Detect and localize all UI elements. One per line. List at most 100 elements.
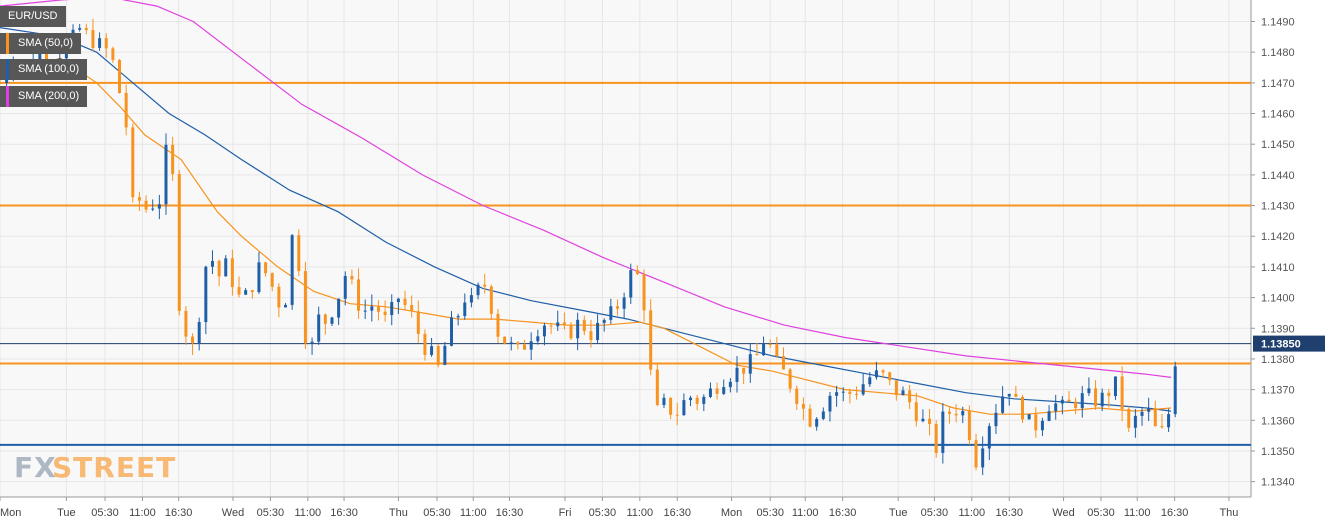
x-tick-label: Thu bbox=[1219, 507, 1238, 519]
candle-body bbox=[981, 448, 985, 468]
y-tick-label: 1.1380 bbox=[1261, 354, 1295, 366]
candle-body bbox=[596, 322, 600, 341]
candle-body bbox=[742, 367, 746, 374]
x-tick-label: 16:30 bbox=[1161, 507, 1189, 519]
candle-body bbox=[423, 333, 427, 355]
candle-body bbox=[821, 411, 825, 419]
candle-body bbox=[303, 271, 307, 344]
candle-body bbox=[144, 200, 148, 210]
candle-body bbox=[449, 317, 453, 346]
candle-body bbox=[715, 388, 719, 394]
x-tick-label: 11:00 bbox=[460, 507, 487, 519]
candle-body bbox=[1021, 396, 1025, 420]
candle-body bbox=[642, 274, 646, 311]
candle-body bbox=[795, 388, 799, 404]
candle-body bbox=[111, 48, 115, 61]
candle-body bbox=[708, 388, 712, 397]
x-tick-label: 05:30 bbox=[921, 507, 949, 519]
y-tick-label: 1.1340 bbox=[1261, 477, 1295, 489]
candle-body bbox=[310, 341, 314, 344]
candle-body bbox=[337, 298, 341, 318]
candle-body bbox=[456, 316, 460, 318]
candle-body bbox=[1107, 392, 1111, 397]
candle-body bbox=[137, 197, 141, 201]
candle-body bbox=[602, 319, 606, 323]
candle-body bbox=[941, 411, 945, 453]
y-tick-label: 1.1350 bbox=[1261, 446, 1295, 458]
x-tick-label: 05:30 bbox=[257, 507, 285, 519]
x-tick-label: 11:00 bbox=[626, 507, 653, 519]
candle-body bbox=[124, 92, 128, 128]
candle-body bbox=[224, 258, 228, 277]
candle-body bbox=[277, 286, 281, 308]
x-tick-label: 11:00 bbox=[958, 507, 985, 519]
candle-body bbox=[284, 304, 288, 308]
y-tick-label: 1.1440 bbox=[1261, 170, 1295, 182]
candle-body bbox=[1127, 408, 1131, 428]
candle-body bbox=[257, 262, 261, 293]
x-tick-label: 11:00 bbox=[129, 507, 156, 519]
candle-body bbox=[164, 144, 168, 205]
candle-body bbox=[396, 298, 400, 303]
candle-body bbox=[748, 354, 752, 374]
candle-body bbox=[874, 370, 878, 378]
candle-body bbox=[496, 313, 500, 337]
candle-body bbox=[569, 324, 573, 339]
candle-body bbox=[808, 408, 812, 427]
candle-body bbox=[556, 322, 560, 327]
candle-body bbox=[622, 297, 626, 309]
candle-body bbox=[430, 346, 434, 355]
candle-body bbox=[184, 310, 188, 337]
sma100-line bbox=[0, 27, 1172, 412]
candle-body bbox=[841, 391, 845, 393]
candle-body bbox=[1027, 414, 1031, 420]
candle-body bbox=[609, 306, 613, 320]
candle-body bbox=[702, 396, 706, 404]
candle-body bbox=[1087, 388, 1091, 394]
candle-body bbox=[270, 273, 274, 287]
candle-body bbox=[828, 395, 832, 412]
candle-body bbox=[914, 402, 918, 422]
candle-body bbox=[728, 381, 732, 388]
candle-body bbox=[357, 279, 361, 311]
candle-body bbox=[815, 418, 819, 427]
candle-body bbox=[762, 344, 766, 356]
candle-body bbox=[788, 369, 792, 389]
x-tick-label: 05:30 bbox=[91, 507, 119, 519]
candle-body bbox=[947, 411, 951, 414]
x-tick-label: 05:30 bbox=[1087, 507, 1115, 519]
candle-body bbox=[848, 391, 852, 394]
candle-body bbox=[1147, 408, 1151, 412]
y-tick-label: 1.1480 bbox=[1261, 47, 1295, 59]
x-tick-label: 11:00 bbox=[1124, 507, 1151, 519]
legend-swatch-sma100 bbox=[6, 59, 9, 80]
candle-body bbox=[934, 423, 938, 453]
candle-body bbox=[330, 317, 334, 324]
candle-body bbox=[0, 82, 2, 84]
candle-body bbox=[1060, 399, 1064, 404]
candle-body bbox=[1007, 393, 1011, 397]
y-tick-label: 1.1450 bbox=[1261, 139, 1295, 151]
candle-body bbox=[290, 235, 294, 305]
x-tick-label: 11:00 bbox=[294, 507, 321, 519]
candle-body bbox=[562, 322, 566, 325]
candle-body bbox=[104, 38, 108, 49]
candle-body bbox=[629, 270, 633, 298]
candle-body bbox=[363, 310, 367, 312]
candle-body bbox=[84, 27, 88, 31]
candle-body bbox=[669, 397, 673, 415]
candle-body bbox=[894, 380, 898, 396]
candle-body bbox=[994, 412, 998, 427]
candle-body bbox=[722, 387, 726, 394]
legend-swatch-sma200 bbox=[6, 86, 9, 107]
y-tick-label: 1.1460 bbox=[1261, 109, 1295, 121]
candle-body bbox=[881, 370, 885, 373]
x-tick-label: Mon bbox=[0, 507, 21, 519]
candle-body bbox=[443, 345, 447, 365]
candle-body bbox=[476, 284, 480, 296]
x-tick-label: 05:30 bbox=[756, 507, 784, 519]
candle-body bbox=[250, 290, 254, 293]
candle-body bbox=[589, 331, 593, 341]
